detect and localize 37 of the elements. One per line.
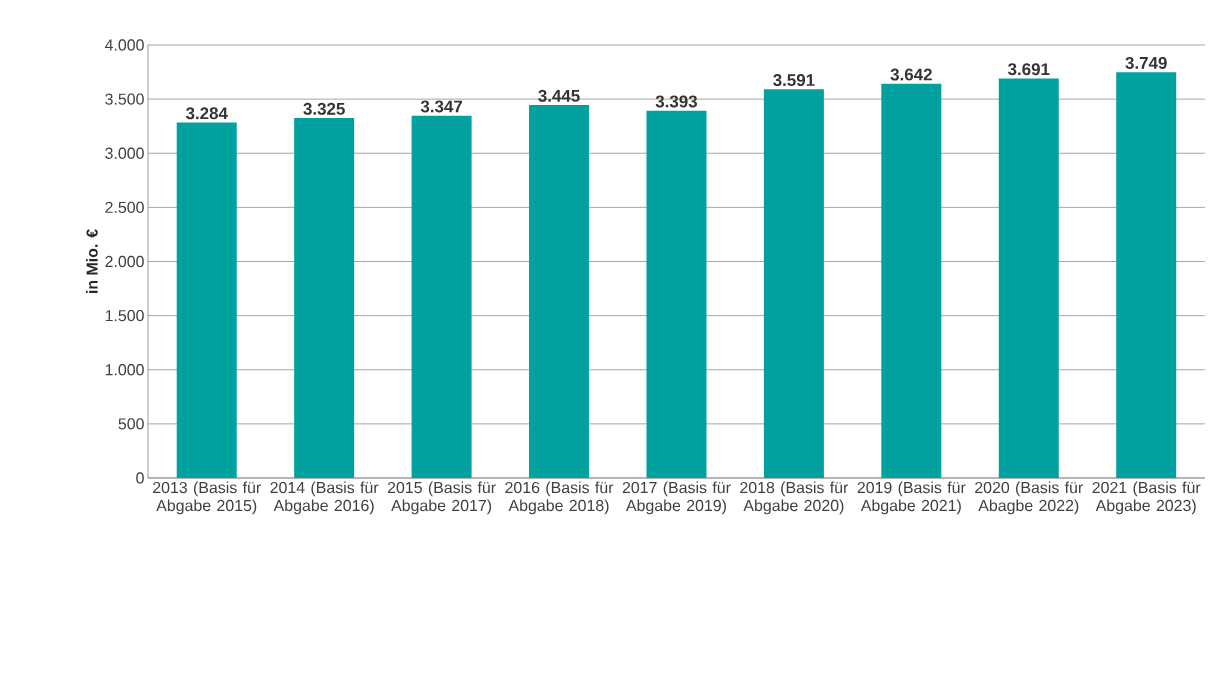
y-tick-label: 0 bbox=[136, 472, 144, 484]
x-tick-label: 2020 (Basis für Abagbe 2022) bbox=[975, 481, 1083, 515]
bar bbox=[763, 89, 824, 478]
bar bbox=[881, 83, 942, 478]
x-tick-label: 2019 (Basis für Abgabe 2021) bbox=[857, 481, 966, 515]
y-axis-title: in Mio. € bbox=[86, 229, 98, 293]
y-tick-label: 1.000 bbox=[105, 364, 144, 376]
bar bbox=[411, 115, 472, 478]
x-tick-label: 2016 (Basis für Abgabe 2018) bbox=[505, 481, 614, 515]
x-tick-label: 2014 (Basis für Abgabe 2016) bbox=[270, 481, 379, 515]
bar bbox=[176, 122, 237, 478]
data-label: 3.591 bbox=[773, 74, 815, 87]
y-tick-label: 1.500 bbox=[105, 309, 144, 322]
y-tick-label: 500 bbox=[118, 418, 144, 430]
data-label: 3.393 bbox=[655, 95, 698, 108]
x-tick-label: 2017 (Basis für Abgabe 2019) bbox=[622, 481, 731, 515]
y-tick-label: 4.000 bbox=[104, 39, 144, 51]
bar bbox=[294, 118, 355, 478]
data-label: 3.325 bbox=[303, 102, 345, 115]
data-label: 3.691 bbox=[1007, 63, 1050, 76]
bar bbox=[529, 105, 590, 478]
y-tick-label: 2.000 bbox=[105, 255, 144, 268]
x-tick-label: 2015 (Basis für Abgabe 2017) bbox=[387, 481, 496, 515]
bar bbox=[998, 78, 1059, 478]
data-label: 3.749 bbox=[1125, 56, 1167, 69]
data-label: 3.642 bbox=[890, 68, 932, 81]
data-label: 3.284 bbox=[185, 107, 228, 120]
data-label: 3.347 bbox=[420, 100, 463, 113]
x-tick-label: 2013 (Basis für Abgabe 2015) bbox=[153, 481, 261, 515]
y-tick-label: 2.500 bbox=[105, 201, 144, 213]
bar bbox=[1116, 72, 1177, 478]
y-tick-label: 3.500 bbox=[105, 93, 144, 105]
y-tick-label: 3.000 bbox=[105, 147, 144, 159]
x-tick-label: 2018 (Basis für Abgabe 2020) bbox=[740, 481, 849, 515]
bar bbox=[646, 110, 707, 478]
data-label: 3.445 bbox=[538, 89, 580, 102]
x-tick-label: 2021 (Basis für Abgabe 2023) bbox=[1092, 481, 1201, 515]
